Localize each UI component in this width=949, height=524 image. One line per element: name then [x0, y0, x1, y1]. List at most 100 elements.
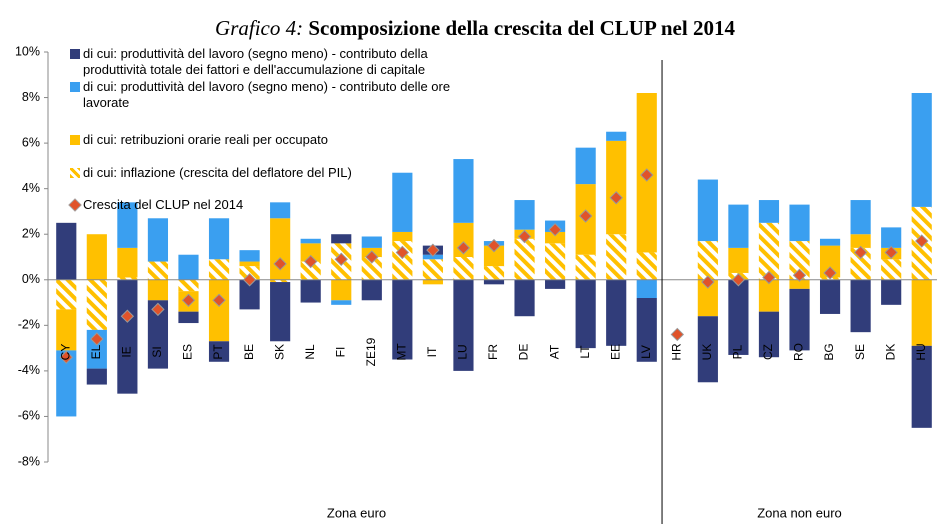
clup-marker — [670, 327, 685, 342]
bar-segment — [697, 241, 718, 280]
bar-segment — [697, 179, 718, 242]
clup-marker — [151, 302, 165, 317]
bar-segment — [56, 309, 77, 351]
bar-segment — [361, 257, 382, 280]
bar-segment — [911, 345, 932, 428]
y-tick-label: -8% — [18, 454, 40, 468]
clup-marker — [701, 275, 715, 289]
bar-segment — [514, 238, 535, 280]
y-tick-label: -2% — [18, 318, 40, 332]
y-tick-label: -4% — [18, 363, 40, 377]
bar-segment — [147, 218, 169, 262]
bar-segment — [300, 243, 321, 262]
bar-segment — [208, 341, 230, 362]
x-tick-label: FR — [486, 344, 500, 360]
x-tick-label: LT — [578, 345, 592, 359]
x-tick-label: PT — [211, 344, 225, 360]
clup-marker — [242, 273, 257, 287]
x-tick-label: LU — [456, 344, 470, 359]
y-tick-label: 0% — [22, 272, 40, 286]
bar-segment — [758, 222, 780, 280]
bar-segment — [850, 279, 871, 333]
bar-segment — [453, 279, 474, 371]
y-tick-label: -6% — [18, 409, 40, 423]
clup-marker — [915, 234, 929, 248]
y-tick-label: 10% — [15, 44, 40, 58]
bar-segment — [575, 279, 596, 349]
bar-segment — [270, 279, 291, 283]
bar-segment — [819, 245, 841, 278]
bar-segment — [850, 200, 871, 235]
clup-marker — [120, 309, 135, 323]
legend-entry: di cui: produttività del lavoro (segno m… — [70, 79, 490, 111]
bar-segment — [270, 282, 291, 342]
group-label: Zona euro — [327, 505, 386, 520]
bar-segment — [545, 231, 566, 244]
clup-marker — [792, 268, 807, 282]
clup-marker — [181, 293, 196, 307]
x-tick-label: HU — [914, 343, 928, 360]
bar-segment — [606, 279, 627, 346]
bar-segment — [819, 238, 841, 246]
bar-segment — [86, 234, 107, 280]
clup-marker — [609, 191, 623, 205]
bar-segment — [300, 279, 321, 303]
bar-segment — [331, 300, 352, 305]
title-text: Scomposizione della crescita del CLUP ne… — [308, 16, 735, 40]
bar-segment — [819, 279, 841, 314]
bar-segment — [789, 288, 810, 351]
legend-entry: di cui: produttività del lavoro (segno m… — [70, 46, 490, 78]
bar-segment — [208, 218, 230, 260]
bar-segment — [728, 204, 749, 248]
bar-segment — [575, 147, 596, 185]
bar-segment — [208, 259, 230, 280]
clup-marker — [395, 245, 410, 260]
bar-segment — [728, 279, 749, 355]
legend-label: di cui: produttività del lavoro (segno m… — [83, 79, 451, 110]
bar-segment — [697, 316, 718, 383]
bar-segment — [56, 350, 77, 417]
bar-segment — [392, 172, 413, 232]
bar-segment — [300, 261, 321, 280]
clup-marker — [731, 273, 746, 287]
legend-entry: Crescita del CLUP nel 2014 — [68, 197, 490, 213]
x-tick-label: SE — [853, 344, 867, 360]
x-tick-label: HR — [669, 343, 683, 361]
x-tick-label: SK — [272, 344, 286, 360]
bar-segment — [483, 279, 505, 285]
bar-segment — [881, 259, 902, 280]
bar-segment — [361, 236, 382, 248]
bar-segment — [789, 204, 810, 242]
clup-marker — [884, 245, 898, 260]
bar-segment — [270, 218, 291, 280]
x-tick-label: EE — [608, 344, 622, 360]
legend-entry: di cui: retribuzioni orarie reali per oc… — [70, 132, 490, 148]
bar-segment — [606, 140, 627, 235]
bar-segment — [86, 279, 107, 330]
bar-segment — [545, 279, 566, 289]
x-tick-label: BG — [822, 343, 836, 360]
bar-segment — [392, 241, 413, 280]
clup-marker — [456, 241, 471, 255]
bar-segment — [117, 202, 138, 248]
legend-entry: di cui: inflazione (crescita del deflato… — [70, 165, 490, 181]
bar-segment — [239, 266, 260, 280]
bar-segment — [881, 227, 902, 248]
bar-segment — [758, 279, 780, 312]
y-tick-label: 6% — [22, 135, 40, 149]
x-tick-label: CZ — [761, 344, 775, 360]
bar-segment — [483, 245, 505, 267]
group-label: Zona non euro — [757, 505, 842, 520]
clup-marker — [59, 350, 73, 364]
y-tick-label: 2% — [22, 227, 40, 241]
x-tick-label: IE — [120, 346, 134, 357]
bar-segment — [178, 279, 199, 292]
clup-marker — [853, 245, 868, 260]
bar-segment — [850, 247, 871, 280]
bar-segment — [331, 234, 352, 244]
clup-marker — [517, 229, 532, 244]
bar-segment — [697, 279, 718, 317]
bar-segment — [56, 279, 77, 310]
bar-segment — [178, 254, 199, 280]
